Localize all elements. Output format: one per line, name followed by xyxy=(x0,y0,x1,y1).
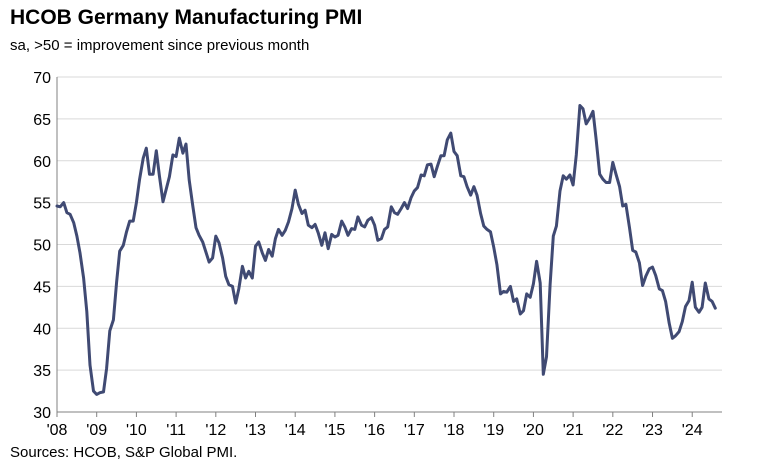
x-tick-label: '13 xyxy=(245,422,266,439)
y-tick-label: 40 xyxy=(33,321,51,338)
axes xyxy=(56,77,722,417)
series-layer xyxy=(55,104,717,396)
x-tick-label: '24 xyxy=(682,422,703,439)
gridlines xyxy=(57,76,722,371)
x-tick-label: '16 xyxy=(364,422,385,439)
x-tick-label: '15 xyxy=(324,422,345,439)
y-tick-label: 50 xyxy=(33,238,51,255)
y-tick-label: 55 xyxy=(33,196,51,213)
x-tick-label: '18 xyxy=(444,422,465,439)
source-note: Sources: HCOB, S&P Global PMI. xyxy=(10,444,238,461)
y-tick-label: 60 xyxy=(33,154,51,171)
y-tick-label: 45 xyxy=(33,279,51,296)
x-tick-label: '09 xyxy=(86,422,107,439)
x-tick-label: '11 xyxy=(166,422,186,439)
x-tick-label: '21 xyxy=(563,422,584,439)
chart-title: HCOB Germany Manufacturing PMI xyxy=(10,6,363,29)
x-tick-label: '22 xyxy=(602,422,623,439)
y-tick-label: 30 xyxy=(33,405,51,422)
chart-subtitle: sa, >50 = improvement since previous mon… xyxy=(10,37,310,54)
y-tick-labels: 30 35 40 45 50 55 60 65 70 xyxy=(33,70,51,422)
x-tick-labels: '08 '09 '10 '11 '12 '13 '14 '15 '16 '17 '18 '19 '20 '… xyxy=(47,422,703,439)
x-tick-label: '14 xyxy=(285,422,306,439)
x-tick-label: '20 xyxy=(523,422,544,439)
x-tick-label: '12 xyxy=(205,422,226,439)
pmi-series-line xyxy=(55,104,717,396)
x-tick-label: '19 xyxy=(483,422,504,439)
y-tick-label: 35 xyxy=(33,363,51,380)
y-tick-label: 70 xyxy=(33,70,51,87)
pmi-line-chart: 30 35 40 45 50 55 60 65 70 '08 '09 '10 '11 '12 '13 '14… xyxy=(33,70,722,439)
x-tick-label: '23 xyxy=(642,422,663,439)
y-tick-label: 65 xyxy=(33,112,51,129)
x-tick-label: '10 xyxy=(126,422,147,439)
x-tick-label: '17 xyxy=(404,422,425,439)
x-tick-label: '08 xyxy=(47,422,68,439)
